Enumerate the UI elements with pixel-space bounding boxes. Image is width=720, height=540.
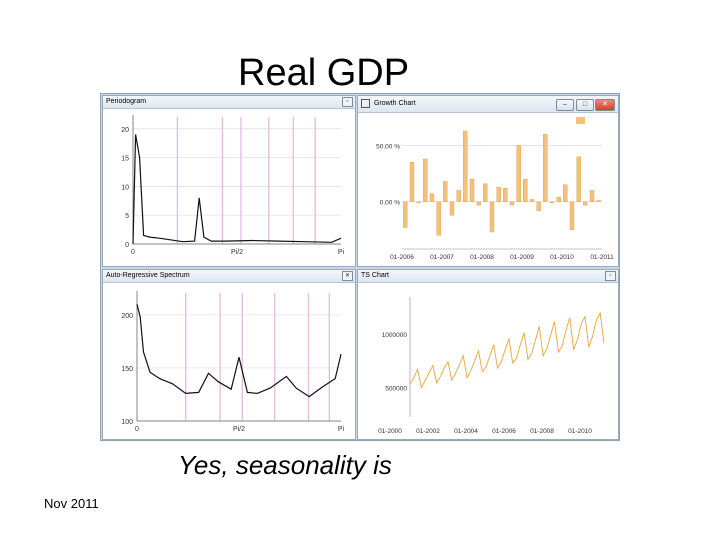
growth-bar (429, 193, 435, 202)
growth-bar (483, 183, 488, 202)
growth-bar (449, 201, 455, 216)
periodogram-y-tick-label: 15 (121, 156, 129, 163)
ts-chart-titlebar: TS Chart ▫ (358, 270, 618, 283)
minimize-icon[interactable]: – (556, 99, 574, 111)
pin-icon[interactable]: ▫ (342, 97, 353, 107)
periodogram-x-tick-label: 0 (131, 249, 135, 256)
growth-bar (456, 190, 461, 202)
growth-bar (529, 199, 535, 202)
ar-spectrum-y-tick-label: 200 (121, 313, 133, 320)
growth-bar (423, 158, 428, 202)
growth-bar (563, 184, 568, 202)
ar-spectrum-x-tick-label: Pi/2 (233, 426, 245, 433)
pin-icon[interactable]: ▫ (605, 271, 616, 281)
ts-chart-title: TS Chart (361, 272, 390, 279)
growth-bar (443, 181, 448, 202)
growth-bar (489, 201, 495, 233)
growth-bar (409, 162, 415, 202)
growth-x-tick-label: 01-2009 (510, 254, 534, 261)
software-screenshot: Periodogram ▫ 0 5 10 15 20 0 Pi/2 Pi Growth Cha… (100, 93, 620, 441)
growth-bar (523, 178, 528, 202)
growth-bar (476, 201, 481, 206)
growth-bar (576, 156, 581, 202)
ts-x-tick-label: 01-2000 (378, 428, 402, 435)
growth-bar (503, 187, 508, 202)
growth-bar (589, 190, 595, 202)
growth-bar (596, 200, 601, 202)
ts-x-tick-label: 01-2006 (492, 428, 516, 435)
periodogram-panel: Periodogram ▫ 0 5 10 15 20 0 Pi/2 Pi (102, 95, 356, 267)
periodogram-y-tick-label: 0 (125, 242, 129, 249)
ts-y-tick-label: 500000 (385, 386, 407, 393)
chart-icon (361, 98, 370, 108)
ar-spectrum-title: Auto-Regressive Spectrum (106, 272, 190, 279)
growth-bar (463, 130, 468, 202)
ts-x-tick-label: 01-2010 (568, 428, 592, 435)
slide-title: Real GDP (238, 52, 410, 94)
growth-x-tick-label: 01-2006 (390, 254, 414, 261)
ar-spectrum-y-tick-label: 100 (121, 419, 133, 426)
growth-x-tick-label: 01-2010 (550, 254, 574, 261)
periodogram-titlebar: Periodogram ▫ (103, 96, 355, 109)
ar-spectrum-titlebar: Auto-Regressive Spectrum ✕ (103, 270, 355, 283)
growth-bar (569, 201, 575, 230)
growth-bar (436, 201, 441, 236)
ts-series-line (409, 311, 605, 390)
growth-bar (469, 178, 475, 202)
growth-bar (516, 145, 521, 202)
growth-bar (536, 201, 541, 211)
growth-chart-titlebar: Growth Chart – □ ✕ (358, 96, 618, 113)
growth-x-tick-label: 01-2007 (430, 254, 454, 261)
slide-footer: Nov 2011 (44, 496, 99, 511)
growth-bar (496, 186, 501, 202)
periodogram-series-line (132, 134, 342, 245)
growth-y-tick-label: 50.00 % (376, 143, 400, 150)
ar-spectrum-series-line (136, 304, 342, 398)
slide-caption: Yes, seasonality is (178, 450, 392, 480)
periodogram-y-tick-label: 5 (125, 213, 129, 220)
ts-chart: 1000000 500000 01-2000 01-2002 01-2004 01-200… (378, 297, 605, 435)
ts-x-tick-label: 01-2008 (530, 428, 554, 435)
ar-spectrum-y-tick-label: 150 (121, 366, 133, 373)
periodogram-y-tick-label: 10 (121, 184, 129, 191)
ts-x-tick-label: 01-2002 (416, 428, 440, 435)
maximize-icon[interactable]: □ (576, 99, 594, 111)
growth-chart: 50.00 % 0.00 % 01-2006 01-2007 01-2008 01-200… (376, 117, 614, 261)
ts-y-tick-label: 1000000 (382, 332, 408, 339)
growth-legend-swatch (576, 117, 585, 124)
ar-spectrum-panel: Auto-Regressive Spectrum ✕ 200 150 100 0 Pi/… (102, 269, 356, 440)
growth-bar (403, 201, 408, 228)
periodogram-chart: 0 5 10 15 20 0 Pi/2 Pi (121, 115, 345, 256)
growth-bar (509, 201, 515, 206)
ts-chart-panel: TS Chart ▫ 1000000 500000 01-2000 01-2002 01… (357, 269, 619, 440)
growth-x-tick-label: 01-2011 (590, 254, 614, 261)
ar-spectrum-chart: 200 150 1000 Pi/2 Pi (121, 291, 345, 433)
growth-x-tick-label: 01-2008 (470, 254, 494, 261)
growth-bar (556, 196, 561, 202)
ts-x-tick-label: 01-2004 (454, 428, 478, 435)
growth-bar (583, 201, 588, 206)
close-icon[interactable]: ✕ (342, 271, 353, 281)
growth-chart-title: Growth Chart (373, 100, 416, 107)
ar-spectrum-x-tick-label: Pi (338, 426, 345, 433)
periodogram-x-tick-label: Pi/2 (231, 249, 243, 256)
periodogram-y-tick-label: 20 (121, 127, 129, 134)
growth-bar (543, 134, 548, 202)
growth-y-tick-label: 0.00 % (380, 200, 400, 207)
periodogram-title: Periodogram (106, 98, 147, 105)
ar-spectrum-x-tick-label: 0 (135, 426, 139, 433)
periodogram-x-tick-label: Pi (338, 249, 345, 256)
close-icon[interactable]: ✕ (595, 99, 615, 111)
growth-chart-panel: Growth Chart – □ ✕ 50.00 % 0.00 % 01-2006 0… (357, 95, 619, 267)
growth-bar (549, 201, 555, 203)
growth-bar (416, 201, 421, 203)
